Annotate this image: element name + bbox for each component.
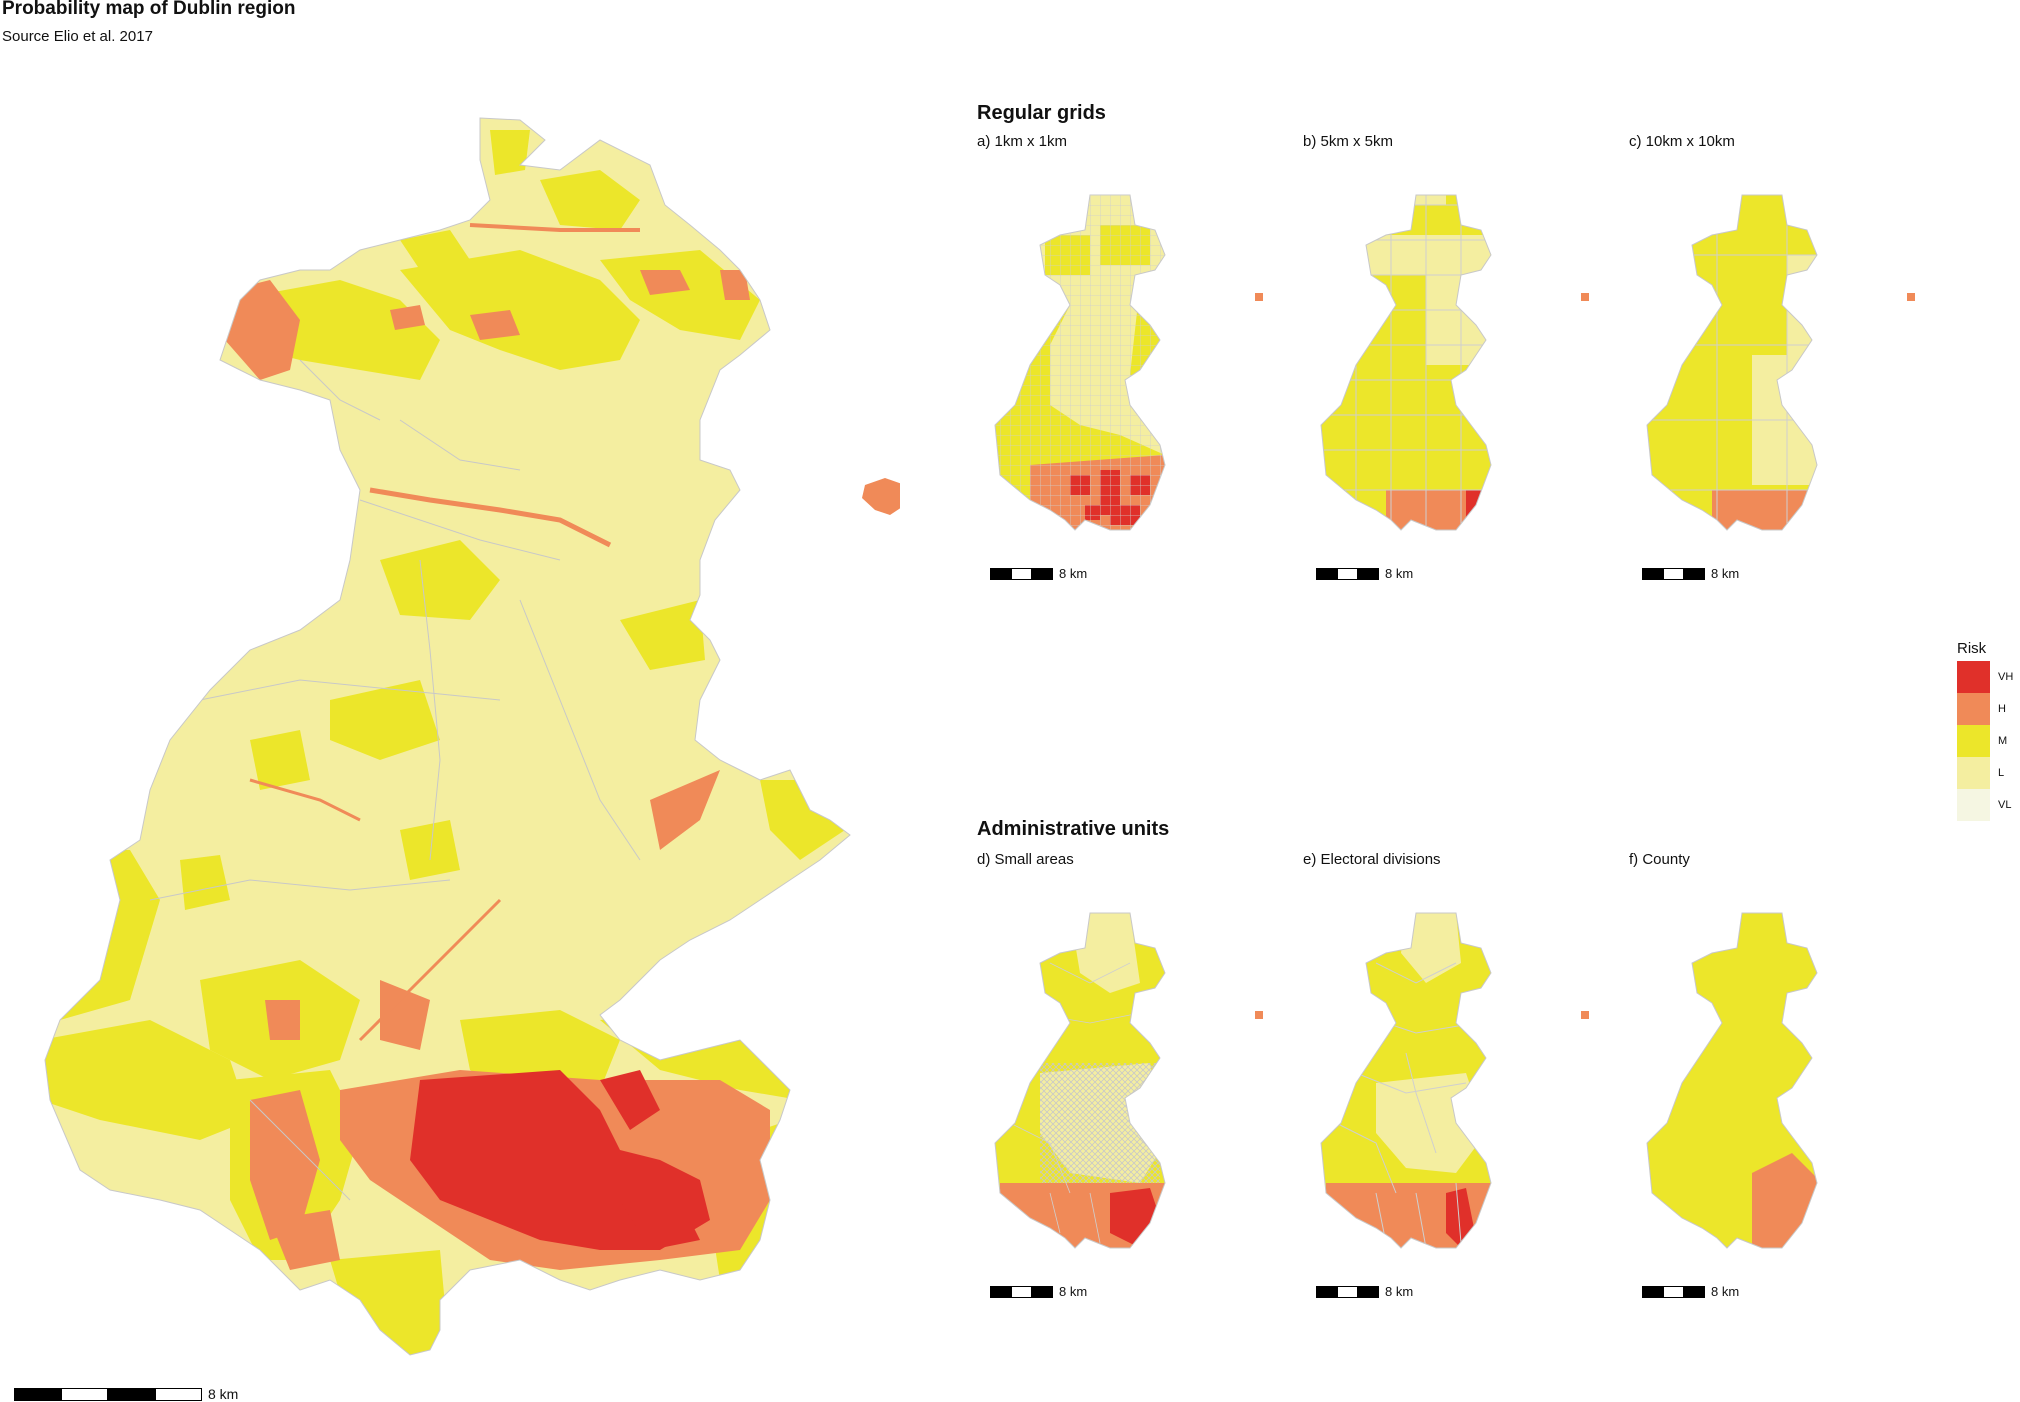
scale-seg-1	[14, 1387, 61, 1401]
main-scale-bar: 8 km	[14, 1386, 238, 1402]
scale-label-a: 8 km	[1059, 566, 1088, 581]
scale-seg	[1011, 567, 1032, 580]
legend-item-vl: VL	[1957, 789, 2013, 821]
scale-seg	[1642, 1285, 1663, 1298]
legend-label-m: M	[1998, 735, 2008, 747]
scale-seg	[1684, 1285, 1705, 1298]
section-title-regular-grids: Regular grids	[977, 102, 1106, 124]
section-title-administrative-units: Administrative units	[977, 818, 1170, 840]
legend-label-h: H	[1998, 703, 2006, 715]
scale-seg	[1337, 1285, 1358, 1298]
scale-label-e: 8 km	[1385, 1284, 1414, 1299]
main-dublin-map	[44, 117, 900, 1356]
legend-swatch-m	[1957, 725, 1990, 757]
scale-seg	[1032, 1285, 1053, 1298]
scale-bar-b: 8 km	[1316, 566, 1413, 581]
map-title: Probability map of Dublin region	[2, 0, 296, 19]
scale-seg	[1358, 567, 1379, 580]
scale-bar-e: 8 km	[1316, 1284, 1413, 1299]
scale-seg	[990, 567, 1011, 580]
legend-swatch-h	[1957, 693, 1990, 725]
scale-seg	[1663, 567, 1684, 580]
scale-seg	[1316, 567, 1337, 580]
panel-label-a: a) 1km x 1km	[977, 133, 1068, 150]
legend-item-m: M	[1957, 725, 2013, 757]
scale-seg	[1663, 1285, 1684, 1298]
scale-bar-c: 8 km	[1642, 566, 1739, 581]
legend-item-h: H	[1957, 693, 2013, 725]
scale-bar-a: 8 km	[990, 566, 1087, 581]
legend-label-l: L	[1998, 767, 2005, 779]
map-panel-d	[994, 912, 1263, 1249]
scale-bar-d: 8 km	[990, 1284, 1087, 1299]
risk-legend: Risk VH H M L VL	[1957, 640, 2013, 821]
legend-swatch-l	[1957, 757, 1990, 789]
scale-seg	[1032, 567, 1053, 580]
map-panel-b	[1320, 194, 1589, 531]
legend-item-vh: VH	[1957, 661, 2013, 693]
legend-swatch-vh	[1957, 661, 1990, 693]
panel-label-b: b) 5km x 5km	[1303, 133, 1394, 150]
scale-label-c: 8 km	[1711, 566, 1740, 581]
scale-seg	[1011, 1285, 1032, 1298]
legend-label-vh: VH	[1998, 671, 2014, 683]
map-panel-c	[1646, 194, 1915, 531]
scale-seg	[990, 1285, 1011, 1298]
scale-seg	[1642, 567, 1663, 580]
grid-lines-panel-a	[995, 195, 1165, 530]
legend-swatch-vl	[1957, 789, 1990, 821]
scale-label-f: 8 km	[1711, 1284, 1740, 1299]
legend-label-vl: VL	[1998, 799, 2012, 811]
panel-label-e: e) Electoral divisions	[1303, 851, 1441, 868]
scale-seg-3	[108, 1387, 155, 1401]
legend-item-l: L	[1957, 757, 2013, 789]
scale-seg	[1358, 1285, 1379, 1298]
scale-seg-4	[155, 1387, 202, 1401]
scale-seg	[1684, 567, 1705, 580]
scale-label-b: 8 km	[1385, 566, 1414, 581]
panel-label-f: f) County	[1629, 851, 1690, 868]
scale-seg-2	[61, 1387, 108, 1401]
map-panel-f	[1646, 912, 1818, 1249]
scale-bar-f: 8 km	[1642, 1284, 1739, 1299]
map-source: Source Elio et al. 2017	[2, 28, 153, 45]
scale-seg	[1316, 1285, 1337, 1298]
scale-label: 8 km	[208, 1386, 239, 1402]
legend-title: Risk	[1957, 640, 1987, 657]
panel-label-d: d) Small areas	[977, 851, 1074, 868]
map-panel-e	[1320, 912, 1589, 1249]
scale-label-d: 8 km	[1059, 1284, 1088, 1299]
panel-label-c: c) 10km x 10km	[1629, 133, 1735, 150]
scale-seg	[1337, 567, 1358, 580]
